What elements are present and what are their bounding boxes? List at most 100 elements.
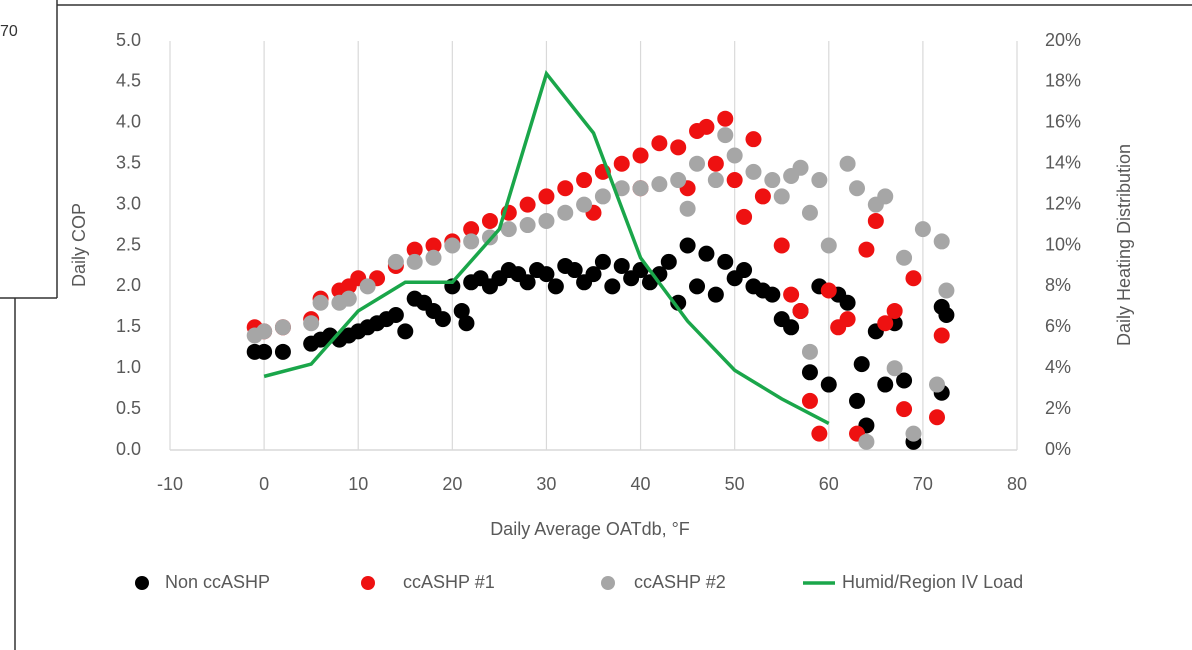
point xyxy=(576,172,593,189)
point xyxy=(929,409,946,426)
point xyxy=(754,188,771,205)
point xyxy=(547,278,564,295)
point xyxy=(387,253,404,270)
point xyxy=(359,278,376,295)
point xyxy=(651,135,668,152)
y2-tick-label: 6% xyxy=(1045,316,1071,336)
point xyxy=(481,212,498,229)
x-tick-label: 60 xyxy=(819,474,839,494)
legend-marker xyxy=(135,576,149,590)
point xyxy=(849,392,866,409)
y2-tick-label: 20% xyxy=(1045,30,1081,50)
x-tick-label: 70 xyxy=(913,474,933,494)
x-tick-label: 0 xyxy=(259,474,269,494)
point xyxy=(896,401,913,418)
point xyxy=(340,290,357,307)
point xyxy=(877,315,894,332)
point xyxy=(689,278,706,295)
x-tick-label: -10 xyxy=(157,474,183,494)
point xyxy=(670,172,687,189)
point xyxy=(726,172,743,189)
x-tick-label: 20 xyxy=(442,474,462,494)
point xyxy=(811,425,828,442)
point xyxy=(613,257,630,274)
x-tick-label: 40 xyxy=(631,474,651,494)
point xyxy=(632,147,649,164)
y-tick-label: 2.5 xyxy=(116,234,141,254)
point xyxy=(256,323,273,340)
point xyxy=(801,343,818,360)
background-text: 70 xyxy=(0,23,18,40)
point xyxy=(938,307,955,324)
x-tick-label: 50 xyxy=(725,474,745,494)
point xyxy=(538,188,555,205)
point xyxy=(632,180,649,197)
point xyxy=(858,433,875,450)
point xyxy=(463,221,480,238)
point xyxy=(773,188,790,205)
point xyxy=(745,131,762,148)
y-tick-label: 0.0 xyxy=(116,439,141,459)
point xyxy=(698,245,715,262)
point xyxy=(896,249,913,266)
point xyxy=(764,286,781,303)
point xyxy=(670,294,687,311)
point xyxy=(877,376,894,393)
point xyxy=(613,180,630,197)
y-tick-label: 4.5 xyxy=(116,71,141,91)
legend-marker xyxy=(601,576,615,590)
y2-tick-label: 18% xyxy=(1045,71,1081,91)
point xyxy=(594,253,611,270)
point xyxy=(604,278,621,295)
y2-tick-label: 10% xyxy=(1045,234,1081,254)
point xyxy=(938,282,955,299)
point xyxy=(463,233,480,250)
point xyxy=(557,180,574,197)
point xyxy=(886,360,903,377)
legend-label: Non ccASHP xyxy=(165,572,270,592)
point xyxy=(425,237,442,254)
point xyxy=(792,159,809,176)
point xyxy=(594,188,611,205)
point xyxy=(736,208,753,225)
x-tick-label: 80 xyxy=(1007,474,1027,494)
point xyxy=(905,425,922,442)
point xyxy=(670,139,687,156)
point xyxy=(566,262,583,279)
y-axis-label: Daily COP xyxy=(69,203,89,287)
point xyxy=(853,356,870,373)
point xyxy=(274,343,291,360)
point xyxy=(434,311,451,328)
point xyxy=(726,147,743,164)
point xyxy=(453,302,470,319)
point xyxy=(820,376,837,393)
point xyxy=(613,155,630,172)
point xyxy=(303,315,320,332)
x-tick-label: 30 xyxy=(536,474,556,494)
y-tick-label: 0.5 xyxy=(116,398,141,418)
y2-tick-label: 12% xyxy=(1045,193,1081,213)
point xyxy=(406,241,423,258)
point xyxy=(764,172,781,189)
point xyxy=(397,323,414,340)
point xyxy=(717,127,734,144)
point xyxy=(707,172,724,189)
point xyxy=(707,155,724,172)
point xyxy=(858,241,875,258)
point xyxy=(773,237,790,254)
point xyxy=(933,327,950,344)
point xyxy=(387,307,404,324)
point xyxy=(801,392,818,409)
point xyxy=(444,237,461,254)
point xyxy=(736,262,753,279)
y-tick-label: 3.0 xyxy=(116,193,141,213)
legend-marker xyxy=(361,576,375,590)
x-tick-label: 10 xyxy=(348,474,368,494)
point xyxy=(576,196,593,213)
point xyxy=(538,266,555,283)
point xyxy=(877,188,894,205)
point xyxy=(801,204,818,221)
point xyxy=(406,253,423,270)
point xyxy=(783,286,800,303)
